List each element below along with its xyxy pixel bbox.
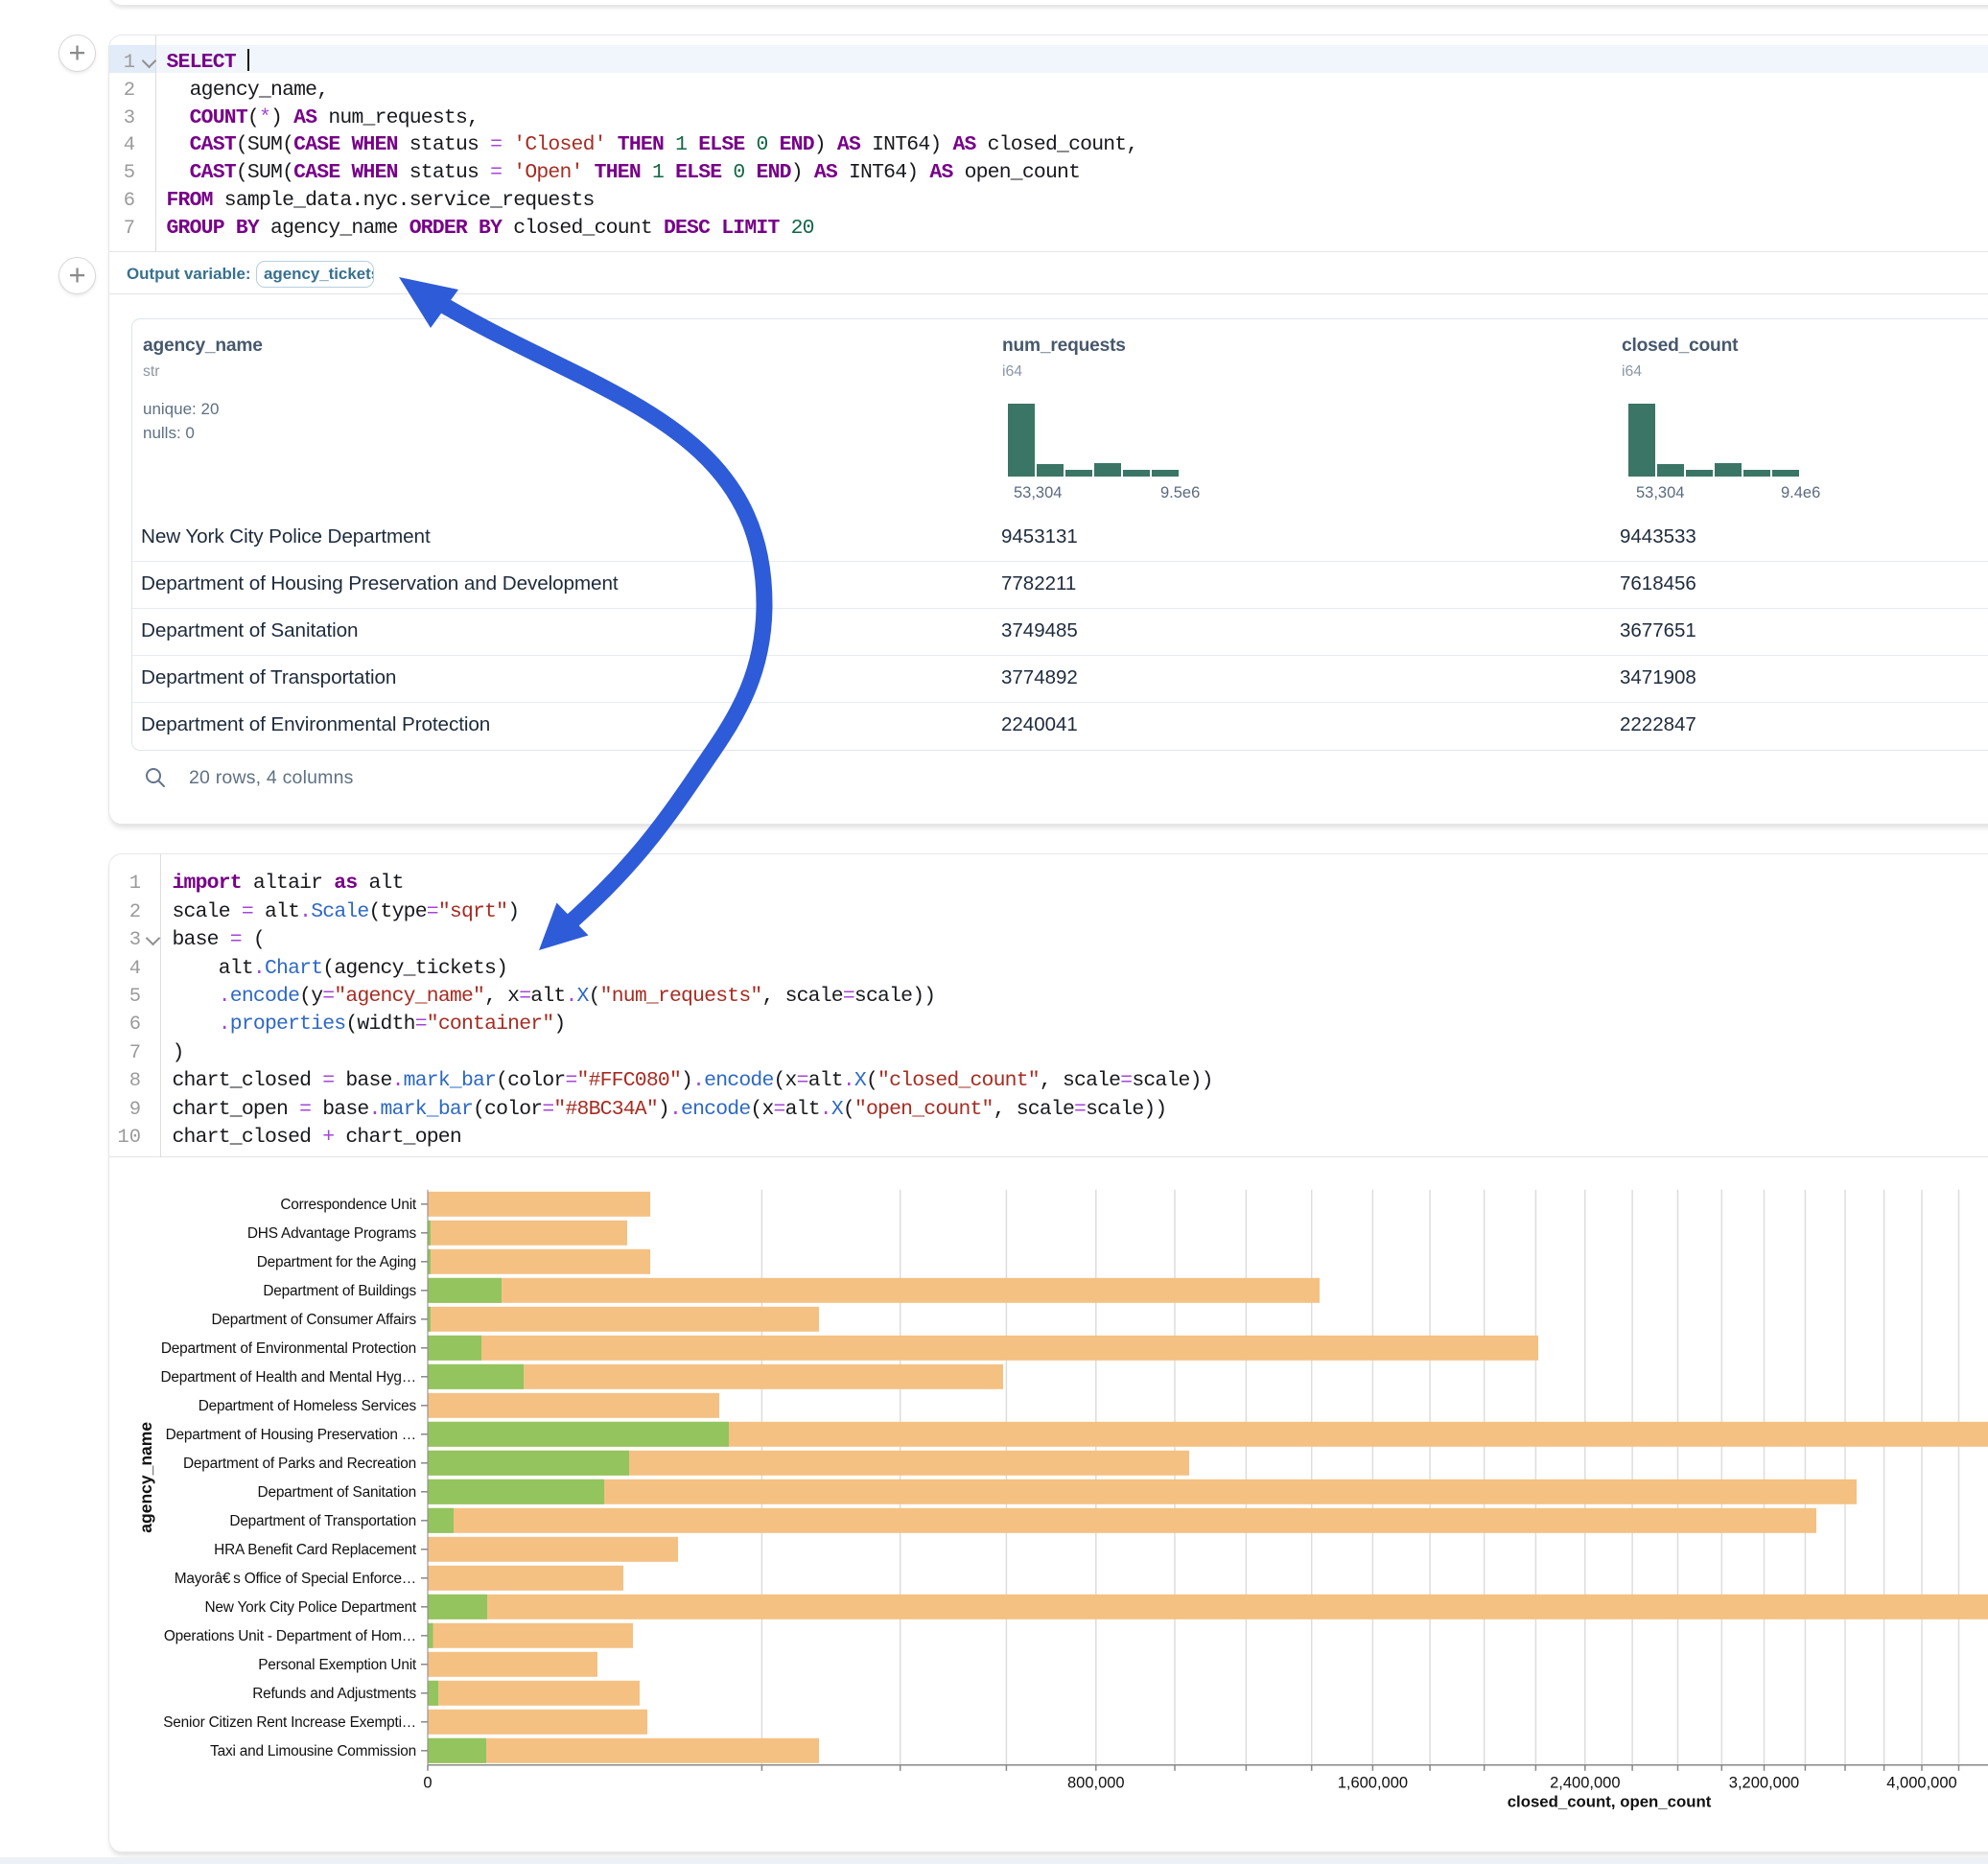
svg-text:Taxi and Limousine Commission: Taxi and Limousine Commission <box>210 1743 416 1759</box>
svg-text:Mayorâ€ s Office of Special En: Mayorâ€ s Office of Special Enforce… <box>175 1571 416 1587</box>
svg-text:HRA Benefit Card Replacement: HRA Benefit Card Replacement <box>214 1542 417 1558</box>
svg-text:Senior Citizen Rent Increase E: Senior Citizen Rent Increase Exempti… <box>163 1714 416 1731</box>
svg-text:Department of Buildings: Department of Buildings <box>263 1283 416 1299</box>
svg-text:Operations Unit - Department o: Operations Unit - Department of Hom… <box>164 1628 416 1644</box>
svg-text:Department of Sanitation: Department of Sanitation <box>258 1484 416 1501</box>
svg-text:Refunds and Adjustments: Refunds and Adjustments <box>252 1686 416 1702</box>
svg-text:Department of Consumer Affairs: Department of Consumer Affairs <box>211 1312 416 1328</box>
svg-text:3,200,000: 3,200,000 <box>1729 1775 1799 1792</box>
svg-text:DHS Advantage Programs: DHS Advantage Programs <box>247 1225 417 1242</box>
svg-text:4,000,000: 4,000,000 <box>1886 1775 1956 1792</box>
svg-text:Department of Housing Preserva: Department of Housing Preservation … <box>166 1427 416 1443</box>
svg-text:1,600,000: 1,600,000 <box>1338 1775 1408 1792</box>
svg-text:Department of Health and Menta: Department of Health and Mental Hyg… <box>160 1369 416 1386</box>
svg-text:closed_count, open_count: closed_count, open_count <box>1508 1793 1712 1811</box>
svg-text:New York City Police Departmen: New York City Police Department <box>205 1599 417 1616</box>
svg-text:Department for the Aging: Department for the Aging <box>257 1254 416 1270</box>
svg-text:2,400,000: 2,400,000 <box>1550 1775 1620 1792</box>
svg-text:Correspondence Unit: Correspondence Unit <box>280 1197 417 1213</box>
svg-text:Department of Homeless Service: Department of Homeless Services <box>199 1398 417 1414</box>
svg-text:0: 0 <box>423 1775 432 1792</box>
svg-text:Department of Environmental Pr: Department of Environmental Protection <box>161 1340 416 1357</box>
svg-text:agency_name: agency_name <box>136 1422 155 1533</box>
svg-text:800,000: 800,000 <box>1067 1775 1125 1792</box>
svg-text:Department of Parks and Recrea: Department of Parks and Recreation <box>183 1456 416 1472</box>
svg-text:Personal Exemption Unit: Personal Exemption Unit <box>258 1657 417 1673</box>
svg-text:Department of Transportation: Department of Transportation <box>229 1513 416 1529</box>
